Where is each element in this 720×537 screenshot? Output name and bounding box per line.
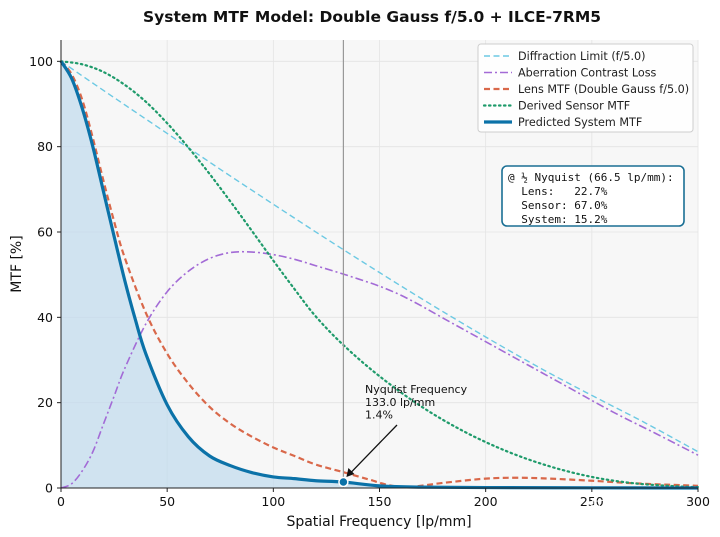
x-axis-label: Spatial Frequency [lp/mm] [286,514,471,530]
annotation-line: Nyquist Frequency [365,383,468,396]
x-tick-label: 100 [261,494,285,509]
info-box: @ ½ Nyquist (66.5 lp/mm): Lens: 22.7% Se… [501,165,685,227]
x-tick-label: 0 [57,494,65,509]
x-tick-label: 50 [159,494,175,509]
nyquist-line [338,40,349,488]
series-lens-mtf-double-gauss-f-5-0 [60,60,699,488]
legend-label: Derived Sensor MTF [518,100,630,113]
y-tick-label: 40 [37,310,53,325]
system-mtf-fill [61,61,698,488]
y-tick-label: 0 [45,481,53,496]
annotation-arrow-line [350,424,398,473]
series-predicted-system-mtf [59,60,699,490]
annotation-arrow-head [346,468,355,478]
tick-labels: 0 50 100 150 200 250 300 0 20 40 60 80 100 [29,54,710,509]
info-box-line: Sensor: 67.0% [508,199,608,212]
info-box-line: Lens: 22.7% [508,185,608,198]
watermark: 知乎 @凌霄 [590,497,675,516]
y-tick-label: 100 [29,54,53,69]
y-tick-label: 60 [37,225,53,240]
series-derived-sensor-mtf [59,60,700,489]
info-box-frame [501,165,685,227]
info-box-line: System: 15.2% [508,213,608,226]
chart-title: System MTF Model: Double Gauss f/5.0 + I… [143,8,601,26]
x-tick-label: 150 [368,494,392,509]
legend-label: Aberration Contrast Loss [518,67,657,80]
annotation-line: 133.0 lp/mm [365,396,435,409]
nyquist-marker [338,476,349,488]
annotation-line: 1.4% [365,409,393,422]
system-mtf-area [61,61,698,488]
y-tick-label: 20 [37,395,53,410]
x-tick-label: 250 [580,494,604,509]
info-box-line: @ ½ Nyquist (66.5 lp/mm): [508,171,674,184]
legend-label: Lens MTF (Double Gauss f/5.0) [518,83,689,96]
x-tick-label: 200 [474,494,498,509]
series-aberration-contrast-loss [60,250,699,489]
y-axis-label: MTF [%] [9,235,25,292]
x-tick-label: 300 [686,494,710,509]
y-tick-label: 80 [37,139,53,154]
legend-frame [477,43,694,133]
legend-label: Diffraction Limit (f/5.0) [518,50,646,63]
legend-label: Predicted System MTF [518,116,642,129]
series-lines [59,60,700,490]
series-diffraction-limit-f-5-0 [60,60,699,453]
legend: Diffraction Limit (f/5.0) Aberration Cont… [477,43,694,133]
